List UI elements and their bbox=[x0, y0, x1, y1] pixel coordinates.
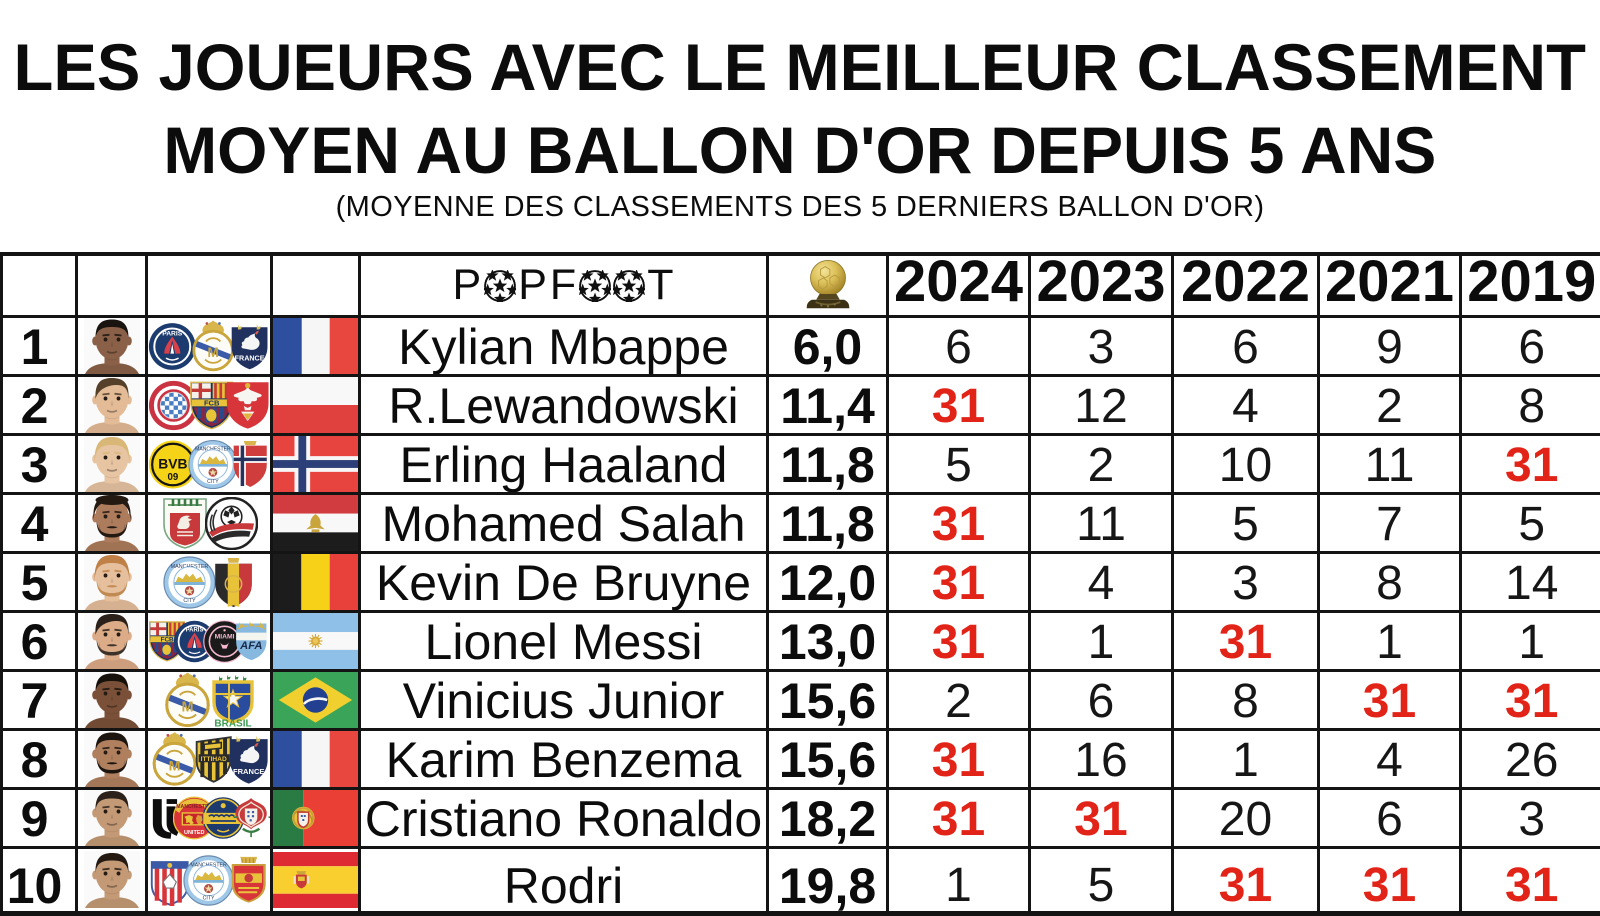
svg-text:CITY: CITY bbox=[203, 895, 215, 901]
svg-text:PARIS: PARIS bbox=[162, 330, 183, 337]
svg-text:CITY: CITY bbox=[207, 478, 219, 484]
svg-text:AFA: AFA bbox=[240, 640, 263, 652]
svg-text:M: M bbox=[207, 345, 218, 360]
svg-text:M: M bbox=[181, 700, 193, 716]
svg-text:UNITED: UNITED bbox=[184, 830, 205, 836]
svg-text:BRASIL: BRASIL bbox=[214, 718, 251, 728]
svg-text:M: M bbox=[169, 758, 181, 774]
svg-text:09: 09 bbox=[168, 472, 179, 483]
svg-text:CITY: CITY bbox=[183, 598, 196, 604]
svg-text:FRANCE: FRANCE bbox=[235, 354, 265, 362]
svg-text:ITTIHAD: ITTIHAD bbox=[201, 756, 227, 763]
svg-text:FCB: FCB bbox=[204, 399, 220, 408]
svg-text:FRANCE: FRANCE bbox=[233, 767, 264, 776]
svg-text:MIAMI: MIAMI bbox=[215, 633, 235, 640]
svg-text:FCB: FCB bbox=[161, 636, 174, 643]
svg-text:MANCHESTER: MANCHESTER bbox=[176, 804, 212, 810]
svg-text:BVB: BVB bbox=[158, 455, 187, 471]
svg-text:PARIS: PARIS bbox=[186, 627, 204, 633]
